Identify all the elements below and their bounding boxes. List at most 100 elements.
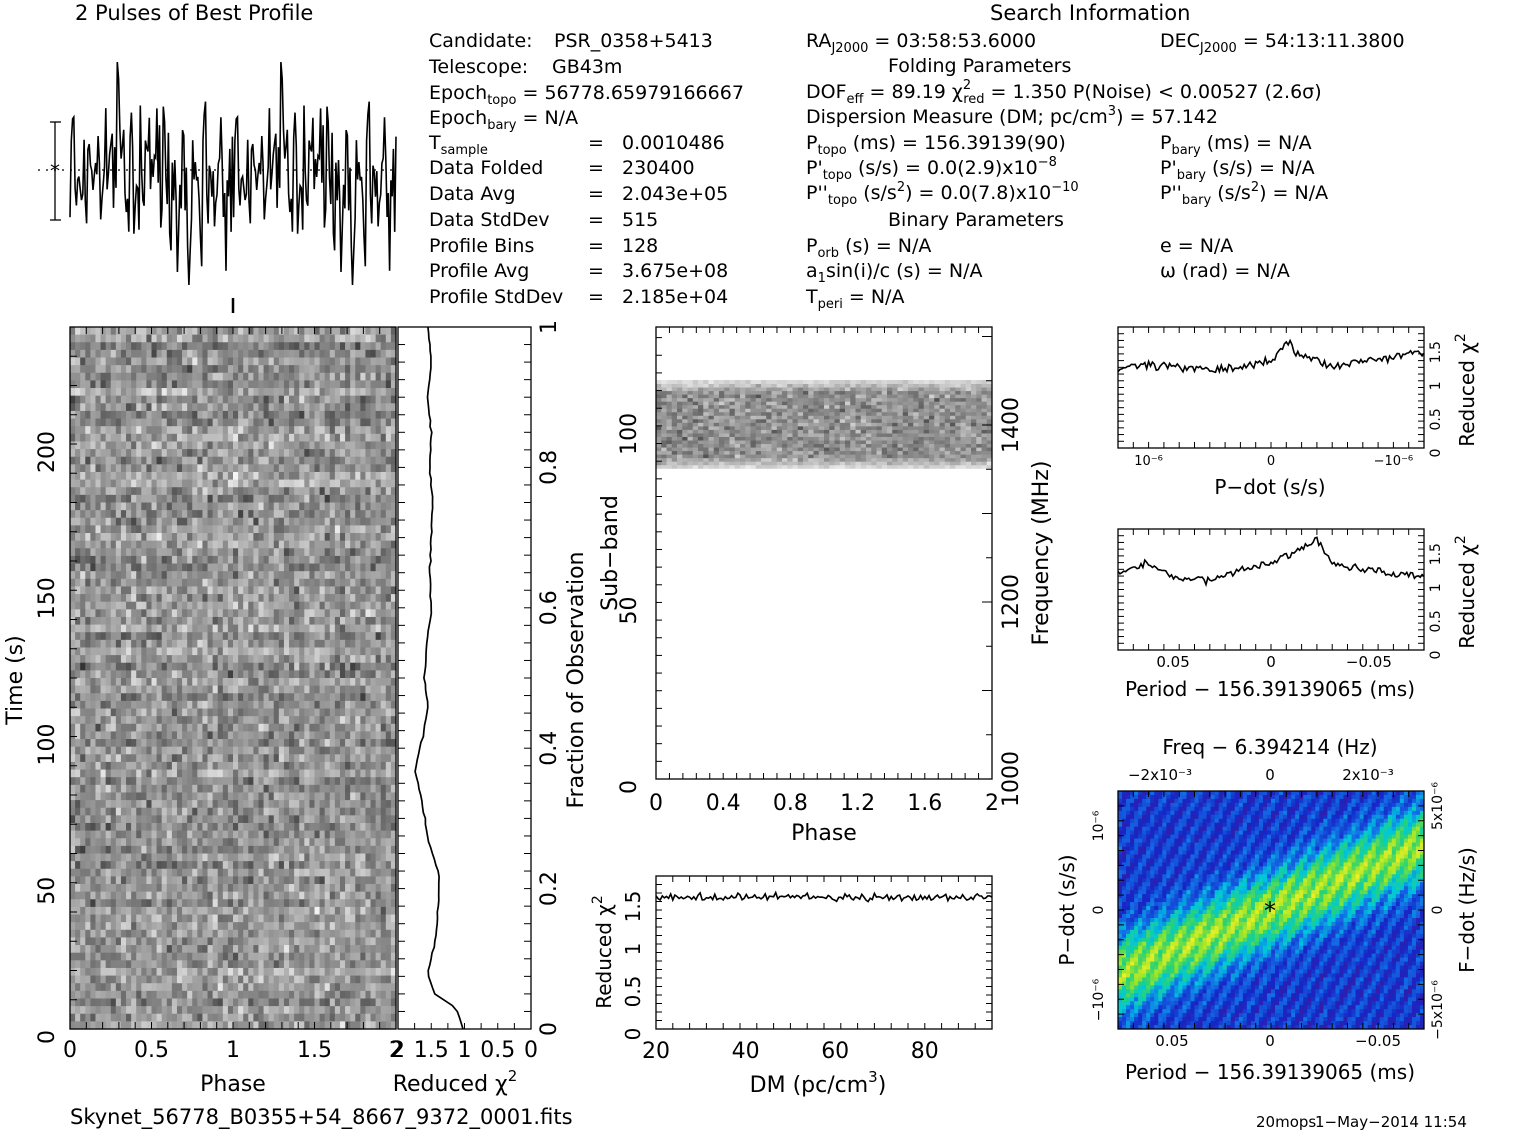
time-phase-cell [227, 777, 234, 786]
time-phase-cell [80, 327, 86, 336]
time-phase-cell [90, 739, 97, 748]
time-phase-cell [385, 494, 392, 504]
time-phase-cell [212, 647, 219, 656]
time-phase-cell [360, 784, 367, 794]
time-phase-cell [131, 830, 137, 839]
time-phase-cell [365, 624, 372, 633]
time-phase-cell [294, 822, 300, 832]
time-phase-cell [289, 464, 295, 473]
time-phase-cell [263, 327, 270, 336]
time-phase-cell [329, 639, 336, 649]
time-phase-cell [360, 372, 367, 382]
time-phase-cell [176, 830, 183, 839]
time-phase-cell [197, 471, 204, 481]
time-phase-cell [217, 868, 224, 877]
time-phase-cell [289, 517, 295, 526]
time-phase-cell [339, 876, 346, 885]
time-phase-cell [345, 884, 351, 893]
time-phase-cell [75, 861, 81, 870]
time-phase-cell [375, 777, 382, 786]
time-phase-cell [141, 639, 147, 649]
time-phase-cell [187, 662, 193, 671]
time-phase-cell [263, 678, 270, 687]
time-phase-cell [131, 464, 137, 473]
time-phase-cell [187, 899, 193, 908]
time-phase-cell [131, 655, 137, 664]
time-phase-cell [217, 388, 224, 397]
time-phase-cell [319, 784, 326, 794]
time-phase-cell [380, 616, 387, 626]
time-phase-cell [80, 777, 86, 786]
time-phase-cell [182, 647, 188, 656]
time-phase-cell [350, 670, 356, 679]
time-phase-cell [283, 601, 290, 610]
time-phase-cell [289, 578, 295, 588]
time-phase-cell [263, 426, 270, 435]
time-phase-cell [110, 807, 117, 816]
time-phase-cell [334, 494, 341, 504]
time-phase-cell [70, 731, 76, 740]
time-phase-cell [314, 807, 321, 816]
time-phase-cell [243, 372, 249, 382]
time-phase-cell [100, 731, 107, 740]
time-phase-cell [136, 777, 142, 786]
time-phase-cell [115, 906, 122, 916]
time-phase-cell [171, 540, 178, 549]
time-phase-cell [100, 891, 107, 900]
time-phase-cell [314, 861, 321, 870]
time-phase-cell [166, 334, 173, 343]
time-phase-cell [370, 403, 377, 412]
time-phase-cell [131, 685, 137, 694]
time-phase-cell [222, 479, 229, 488]
time-phase-cell [365, 441, 372, 450]
time-phase-cell [146, 342, 153, 351]
time-phase-cell [329, 746, 336, 755]
time-phase-cell [212, 403, 219, 412]
time-phase-cell [136, 807, 142, 816]
time-phase-cell [273, 418, 280, 427]
time-phase-cell [294, 693, 300, 702]
time-phase-cell [120, 342, 127, 351]
time-phase-cell [238, 533, 244, 542]
time-phase-cell [70, 449, 76, 458]
time-phase-cell [75, 456, 81, 465]
time-phase-cell [253, 731, 260, 740]
time-phase-cell [212, 906, 219, 916]
time-phase-cell [176, 884, 183, 893]
time-phase-cell [126, 388, 132, 397]
time-phase-cell [289, 510, 295, 519]
time-phase-cell [207, 632, 214, 641]
time-phase-cell [248, 769, 254, 778]
time-phase-cell [385, 777, 392, 786]
time-phase-cell [314, 601, 321, 610]
time-phase-cell [222, 624, 229, 633]
time-phase-cell [273, 685, 280, 694]
time-phase-cell [202, 555, 209, 565]
time-phase-cell [324, 517, 331, 526]
time-phase-cell [319, 830, 326, 839]
time-phase-cell [217, 540, 224, 549]
time-phase-cell [161, 380, 168, 389]
time-phase-cell [187, 777, 193, 786]
time-phase-cell [95, 395, 102, 404]
time-phase-cell [156, 624, 163, 633]
time-phase-cell [182, 861, 188, 870]
time-phase-cell [390, 578, 397, 588]
time-phase-cell [329, 792, 336, 801]
time-phase-cell [294, 327, 300, 336]
time-phase-cell [166, 655, 173, 664]
time-phase-cell [283, 914, 290, 923]
time-phase-cell [176, 327, 183, 336]
time-phase-cell [105, 670, 112, 679]
time-phase-cell [217, 838, 224, 847]
time-phase-cell [273, 502, 280, 511]
time-phase-cell [105, 349, 112, 359]
time-phase-cell [166, 555, 173, 565]
time-phase-cell [233, 594, 239, 603]
time-phase-cell [171, 624, 178, 633]
time-phase-cell [294, 800, 300, 809]
time-phase-cell [278, 761, 285, 771]
time-phase-cell [360, 761, 367, 771]
time-phase-cell [217, 380, 224, 389]
time-phase-cell [319, 914, 326, 923]
